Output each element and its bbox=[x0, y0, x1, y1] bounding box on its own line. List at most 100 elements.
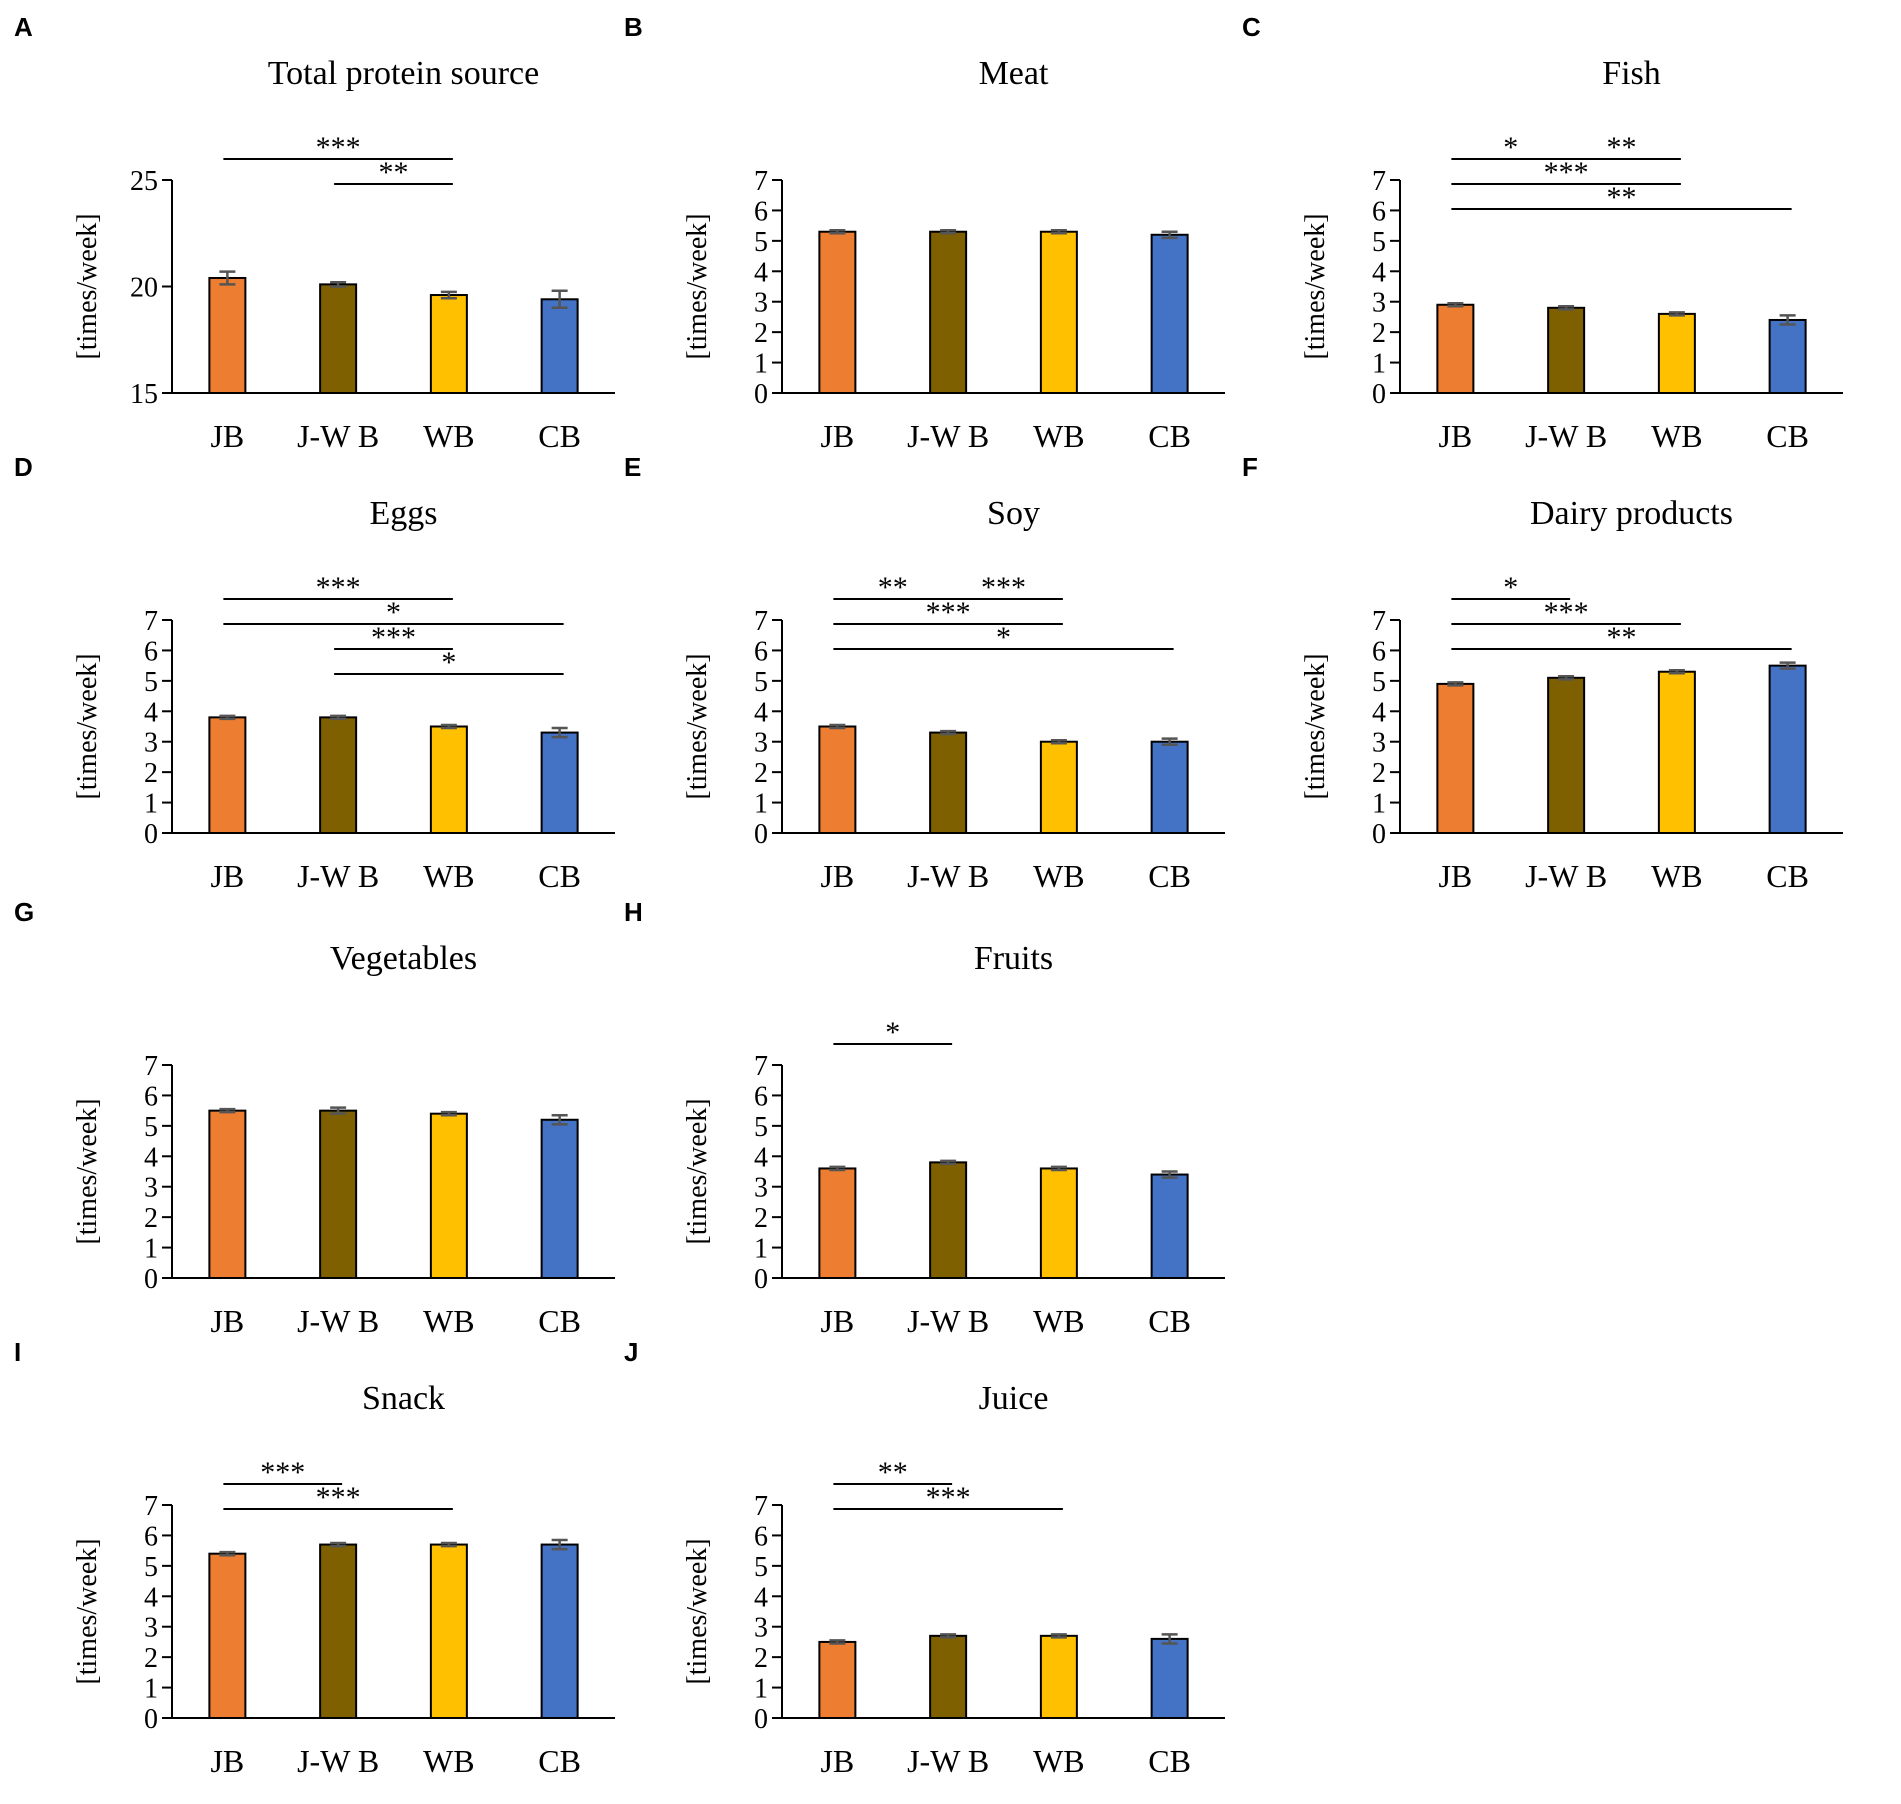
bar-wb bbox=[429, 294, 468, 394]
bar-wb bbox=[429, 725, 468, 834]
bar-cb bbox=[540, 1543, 579, 1719]
significance-label: * bbox=[1503, 131, 1518, 164]
y-tick-label: 4 bbox=[754, 257, 768, 288]
bar-wb bbox=[1657, 312, 1696, 394]
x-category-label: J-W B bbox=[907, 1303, 989, 1339]
y-tick-label: 5 bbox=[144, 1552, 158, 1583]
y-tick-label: 0 bbox=[754, 1264, 768, 1295]
chart-title: Vegetables bbox=[330, 940, 477, 977]
y-tick-label: 2 bbox=[1372, 318, 1386, 349]
y-tick-label: 5 bbox=[144, 667, 158, 698]
x-category-label: WB bbox=[1033, 1743, 1085, 1779]
y-tick-label: 6 bbox=[1372, 196, 1386, 227]
y-tick-label: 3 bbox=[144, 728, 158, 759]
significance-label: * bbox=[885, 1016, 900, 1049]
y-tick-label: 3 bbox=[1372, 728, 1386, 759]
y-tick-label: 0 bbox=[754, 379, 768, 410]
x-category-label: JB bbox=[210, 858, 244, 894]
y-tick-label: 3 bbox=[1372, 288, 1386, 319]
y-tick-label: 4 bbox=[144, 697, 158, 728]
chart-title: Fish bbox=[1602, 55, 1661, 92]
bar-jwb bbox=[319, 283, 358, 394]
bar-jb bbox=[818, 1167, 857, 1280]
x-category-label: WB bbox=[423, 1303, 475, 1339]
bar-jwb bbox=[929, 1634, 968, 1720]
y-tick-label: 3 bbox=[754, 288, 768, 319]
bar-jb bbox=[818, 1640, 857, 1719]
bar-cb bbox=[540, 731, 579, 835]
y-tick-label: 4 bbox=[1372, 697, 1386, 728]
significance-label: * bbox=[441, 646, 456, 679]
chart-panel-a: A Total protein source [times/week] 15 20 25 J… bbox=[14, 12, 615, 454]
y-tick-label: 4 bbox=[754, 697, 768, 728]
y-tick-label: 1 bbox=[1372, 789, 1386, 820]
y-tick-label: 1 bbox=[144, 1234, 158, 1265]
chart-title: Total protein source bbox=[268, 55, 539, 92]
y-tick-label: 7 bbox=[754, 606, 768, 637]
x-category-label: J-W B bbox=[297, 1743, 379, 1779]
bar-jwb bbox=[319, 1543, 358, 1719]
y-tick-label: 6 bbox=[754, 1521, 768, 1552]
significance-label: *** bbox=[1544, 596, 1589, 629]
bar-jb bbox=[1436, 303, 1475, 394]
significance-label: *** bbox=[981, 571, 1026, 604]
x-category-label: CB bbox=[1148, 418, 1191, 454]
y-tick-label: 0 bbox=[1372, 379, 1386, 410]
bar-jwb bbox=[929, 731, 968, 835]
x-category-label: CB bbox=[1766, 858, 1809, 894]
y-tick-label: 7 bbox=[754, 166, 768, 197]
chart-title: Meat bbox=[979, 55, 1049, 92]
y-tick-label: 4 bbox=[1372, 257, 1386, 288]
x-category-label: WB bbox=[1033, 418, 1085, 454]
x-category-label: JB bbox=[820, 1743, 854, 1779]
y-tick-label: 2 bbox=[144, 1643, 158, 1674]
chart-title: Snack bbox=[362, 1380, 445, 1417]
bar-jwb bbox=[1547, 306, 1586, 394]
bar-jwb bbox=[929, 1161, 968, 1279]
x-category-label: JB bbox=[820, 418, 854, 454]
bar-wb bbox=[1039, 230, 1078, 394]
bar-cb bbox=[540, 298, 579, 394]
y-tick-label: 5 bbox=[1372, 227, 1386, 258]
y-tick-label: 5 bbox=[754, 227, 768, 258]
bar-cb bbox=[1768, 318, 1807, 395]
y-tick-label: 1 bbox=[144, 789, 158, 820]
y-tick-label: 7 bbox=[144, 1051, 158, 1082]
x-category-label: CB bbox=[538, 1743, 581, 1779]
y-axis-title: [times/week] bbox=[1300, 653, 1331, 799]
y-tick-label: 3 bbox=[754, 1613, 768, 1644]
x-category-label: J-W B bbox=[907, 1743, 989, 1779]
x-category-label: J-W B bbox=[907, 858, 989, 894]
x-category-label: WB bbox=[1033, 1303, 1085, 1339]
y-tick-label: 2 bbox=[144, 1203, 158, 1234]
significance-label: *** bbox=[260, 1456, 305, 1489]
x-category-label: J-W B bbox=[1525, 418, 1607, 454]
significance-label: ** bbox=[1607, 131, 1637, 164]
y-tick-label: 5 bbox=[754, 1112, 768, 1143]
panel-letter: F bbox=[1242, 452, 1258, 482]
y-tick-label: 4 bbox=[754, 1582, 768, 1613]
bar-jb bbox=[208, 276, 247, 395]
y-tick-label: 0 bbox=[144, 819, 158, 850]
x-category-label: CB bbox=[538, 1303, 581, 1339]
bar-wb bbox=[429, 1543, 468, 1719]
y-axis-title: [times/week] bbox=[682, 1538, 713, 1684]
panel-letter: I bbox=[14, 1337, 21, 1367]
x-category-label: J-W B bbox=[907, 418, 989, 454]
significance-label: *** bbox=[1544, 156, 1589, 189]
x-category-label: JB bbox=[210, 418, 244, 454]
y-tick-label: 5 bbox=[754, 667, 768, 698]
y-tick-label: 1 bbox=[144, 1674, 158, 1705]
y-tick-label: 2 bbox=[754, 758, 768, 789]
x-category-label: JB bbox=[820, 858, 854, 894]
y-tick-label: 6 bbox=[144, 1081, 158, 1112]
y-axis-title: [times/week] bbox=[682, 653, 713, 799]
y-axis-title: [times/week] bbox=[1300, 213, 1331, 359]
significance-label: * bbox=[1503, 571, 1518, 604]
